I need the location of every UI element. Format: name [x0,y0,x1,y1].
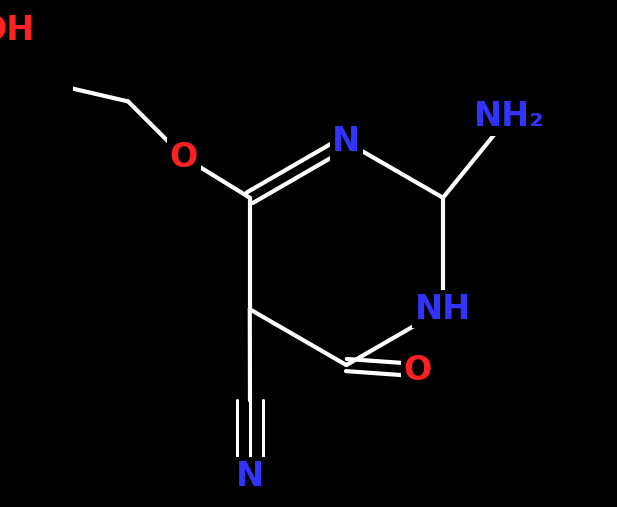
Text: OH: OH [0,14,35,47]
Text: O: O [170,140,198,174]
Text: NH₂: NH₂ [473,100,544,133]
Text: N: N [333,125,360,159]
Text: O: O [404,353,431,387]
Text: N: N [236,460,264,493]
Text: NH: NH [415,293,471,326]
